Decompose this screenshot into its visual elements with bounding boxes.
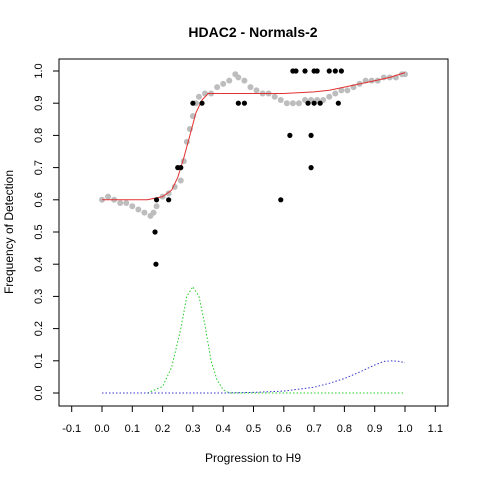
x-tick-label: 0.0 [94, 423, 109, 435]
observed-point [317, 100, 323, 106]
x-tick-label: 0.5 [246, 423, 261, 435]
smoothed-point [344, 87, 351, 94]
smoothed-point [402, 71, 408, 78]
y-tick-label: 0.9 [33, 96, 45, 111]
y-tick-label: 0.0 [33, 385, 45, 400]
y-axis-label: Frequency of Detection [2, 170, 16, 294]
observed-point [311, 100, 317, 106]
smoothed-point [177, 177, 184, 184]
smoothed-point [247, 84, 254, 91]
chart-title: HDAC2 - Normals-2 [188, 24, 317, 40]
observed-point [335, 100, 341, 106]
observed-point [293, 68, 299, 74]
smoothed-point [374, 77, 381, 84]
y-tick-label: 0.7 [33, 160, 45, 175]
smoothed-point [235, 74, 242, 81]
y-tick-label: 0.1 [33, 353, 45, 368]
smoothed-point [326, 93, 333, 100]
fit-line [102, 72, 406, 201]
smoothed-point [117, 200, 124, 207]
density-curve-blue [102, 360, 406, 394]
smoothed-point [283, 100, 290, 107]
smoothed-point [153, 203, 160, 210]
smoothed-point [241, 77, 248, 84]
smoothed-point [226, 77, 233, 84]
smoothed-point [253, 87, 260, 94]
observed-point [166, 197, 172, 203]
x-tick-label: 0.8 [337, 423, 352, 435]
observed-point [305, 100, 311, 106]
smoothed-point [195, 93, 202, 100]
observed-point [332, 68, 338, 74]
x-tick-label: 0.9 [367, 423, 382, 435]
x-tick-label: 0.4 [216, 423, 231, 435]
y-tick-label: 0.6 [33, 192, 45, 207]
observed-point [287, 132, 293, 138]
observed-point [152, 229, 158, 235]
observed-point [190, 100, 196, 106]
x-tick-label: 0.1 [125, 423, 140, 435]
smoothed-point [123, 200, 130, 207]
smoothed-point [150, 209, 157, 216]
smoothed-point [295, 100, 302, 107]
observed-point [308, 165, 314, 171]
smoothed-point [332, 90, 339, 97]
plot-frame [58, 58, 449, 407]
smoothed-point [271, 93, 278, 100]
y-tick-label: 0.5 [33, 224, 45, 239]
x-tick-label: 0.3 [185, 423, 200, 435]
observed-point [302, 68, 308, 74]
smoothed-point [165, 190, 172, 197]
smoothed-point [141, 209, 148, 216]
density-curve-green [102, 285, 405, 394]
observed-point [241, 100, 248, 106]
axes: -0.1 0.0 0.1 0.2 0.3 0.4 0.5 0.6 0.7 0.8 0.9 1.0 1.1… [33, 63, 443, 435]
observed-point [178, 165, 184, 171]
smoothed-point [214, 84, 221, 91]
observed-point [153, 261, 159, 267]
y-tick-label: 0.4 [33, 257, 45, 272]
observed-point [314, 68, 320, 74]
observed-point [235, 100, 241, 106]
y-tick-label: 0.3 [33, 289, 45, 304]
observed-point [326, 68, 332, 74]
smoothed-point [105, 193, 112, 200]
y-tick-label: 1.0 [33, 63, 45, 78]
observed-point [308, 132, 314, 138]
observed-point [153, 197, 160, 203]
observed-point [199, 100, 205, 106]
x-tick-label: 0.2 [155, 423, 170, 435]
smoothed-point [289, 100, 296, 107]
smoothed-point [277, 96, 284, 103]
x-tick-label: 1.1 [428, 423, 443, 435]
x-tick-label: -0.1 [62, 423, 81, 435]
smoothed-point [202, 90, 209, 97]
x-tick-label: 0.6 [276, 423, 291, 435]
observed-point [338, 68, 344, 74]
smoothed-point [338, 87, 345, 94]
smoothed-point [135, 206, 142, 213]
smoothed-point [171, 183, 178, 190]
observed-point [278, 197, 284, 203]
smoothed-point [220, 80, 227, 87]
y-tick-label: 0.8 [33, 128, 45, 143]
x-tick-label: 0.7 [306, 423, 321, 435]
smoothed-point [129, 203, 136, 210]
x-tick-label: 1.0 [397, 423, 412, 435]
x-axis-label: Progression to H9 [205, 451, 301, 465]
y-tick-label: 0.2 [33, 321, 45, 336]
chart-marks [99, 68, 408, 394]
